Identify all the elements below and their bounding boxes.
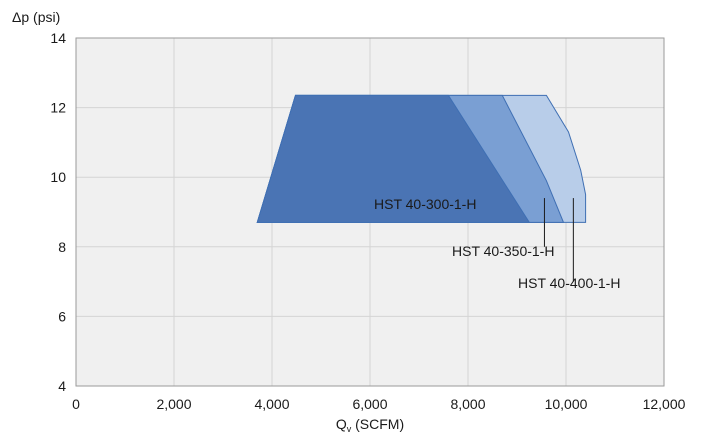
y-tick-label: 10 bbox=[50, 169, 66, 185]
series-area-3 bbox=[256, 94, 531, 223]
x-tick-label: 8,000 bbox=[450, 396, 485, 412]
y-tick-label: 8 bbox=[58, 239, 66, 255]
y-tick-label: 12 bbox=[50, 100, 66, 116]
y-tick-label: 4 bbox=[58, 378, 66, 394]
y-tick-label: 6 bbox=[58, 308, 66, 324]
annotation-label-300: HST 40-300-1-H bbox=[374, 196, 476, 212]
annotation-label-350: HST 40-350-1-H bbox=[452, 243, 554, 259]
annotation-label-400: HST 40-400-1-H bbox=[518, 275, 620, 291]
x-tick-label: 10,000 bbox=[545, 396, 588, 412]
x-tick-label: 4,000 bbox=[254, 396, 289, 412]
x-axis-label: Qv (SCFM) bbox=[336, 416, 404, 434]
y-tick-label: 14 bbox=[50, 30, 66, 46]
x-tick-label: 2,000 bbox=[156, 396, 191, 412]
x-tick-label: 12,000 bbox=[643, 396, 686, 412]
x-tick-label: 0 bbox=[72, 396, 80, 412]
y-axis-label: Δp (psi) bbox=[12, 9, 60, 25]
plot-frame bbox=[75, 37, 665, 387]
x-tick-label: 6,000 bbox=[352, 396, 387, 412]
